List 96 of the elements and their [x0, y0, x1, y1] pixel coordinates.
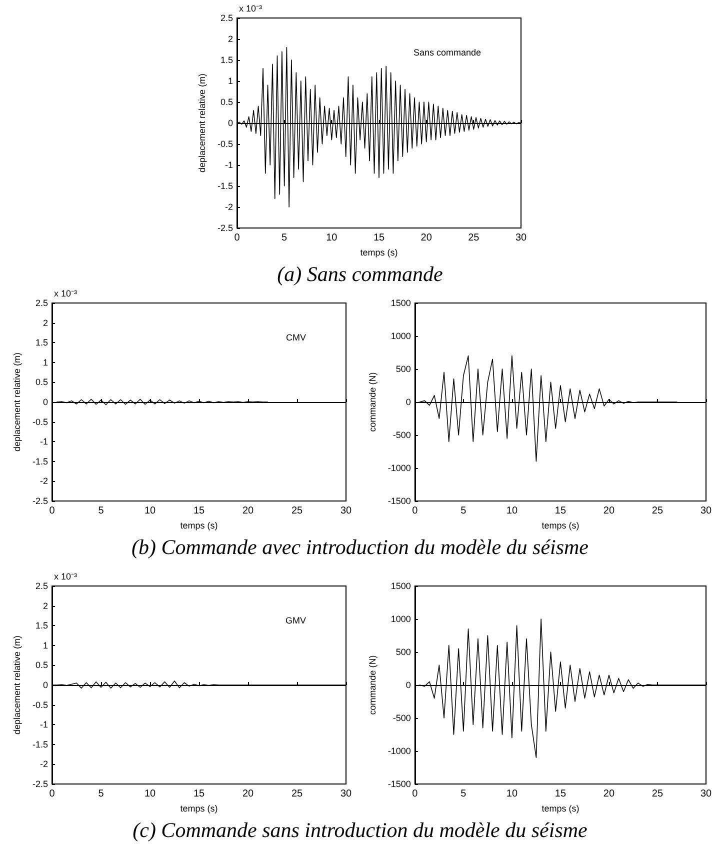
y-tick-label: -1.5 [32, 739, 48, 750]
y-axis-title: deplacement relative (m) [197, 73, 208, 173]
x-tick-label: 10 [506, 506, 518, 516]
y-tick-label: -0.5 [217, 139, 233, 149]
y-tick-label: -1 [40, 720, 48, 730]
x-tick-label: 20 [603, 506, 615, 516]
y-tick-label: 0.5 [35, 660, 48, 670]
annotation: CMV [286, 332, 306, 342]
x-tick-label: 30 [515, 232, 527, 244]
x-tick-label: 15 [554, 506, 566, 516]
x-tick-label: 5 [460, 788, 467, 800]
y-tick-label: 2 [42, 318, 48, 328]
y-axis-title: commande (N) [368, 655, 378, 715]
x-tick-label: 10 [506, 788, 518, 800]
x-tick-label: 25 [468, 232, 480, 244]
x-tick-label: 25 [652, 506, 664, 516]
y-tick-label: 1.5 [220, 55, 233, 65]
y-tick-label: 2 [228, 34, 233, 44]
text: x 10⁻³ [239, 4, 262, 14]
y-tick-label: 2.5 [35, 298, 48, 308]
x-tick-label: 5 [282, 232, 288, 244]
y-tick-label: -2 [40, 759, 48, 770]
y-tick-label: 0 [42, 397, 48, 407]
y-tick-label: 1 [228, 76, 233, 86]
x-axis-title: temps (s) [542, 520, 580, 530]
y-tick-label: 1000 [390, 614, 411, 624]
y-tick-label: 0 [406, 397, 411, 407]
text: (c) Commande sans introduction du modèle du séisme [132, 818, 588, 842]
y-tick-label: -500 [392, 430, 411, 440]
x-tick-label: 15 [193, 788, 205, 800]
y-tick-label: -1.5 [217, 181, 233, 191]
x-tick-label: 10 [144, 506, 156, 516]
x-tick-label: 20 [242, 788, 254, 800]
y-tick-label: 0 [228, 118, 233, 128]
annotation: Sans commande [413, 48, 482, 58]
y-tick-label: 0.5 [35, 377, 48, 388]
x-tick-label: 5 [98, 506, 104, 516]
y-tick-label: -500 [392, 713, 411, 723]
y-tick-label: 1000 [390, 331, 411, 341]
y-tick-label: 0 [406, 680, 411, 690]
y-tick-label: -2.5 [217, 223, 233, 233]
y-tick-label: -2.5 [32, 496, 48, 506]
y-tick-label: -1 [224, 160, 233, 170]
y-tick-label: -2.5 [32, 779, 48, 789]
x-tick-label: 30 [700, 506, 712, 516]
x-tick-label: 15 [554, 788, 566, 800]
text: (a) Sans commande [276, 262, 444, 286]
x-tick-label: 10 [326, 232, 338, 244]
y-tick-label: 0 [42, 680, 48, 690]
y-tick-label: 2 [42, 600, 48, 611]
y-tick-label: 2.5 [220, 13, 233, 23]
x-axis-title: temps (s) [180, 520, 218, 530]
y-tick-label: 1500 [390, 298, 411, 308]
y-tick-label: 0.5 [220, 97, 233, 107]
y-tick-label: -1500 [388, 779, 411, 789]
x-tick-label: 25 [291, 788, 303, 800]
x-tick-label: 15 [193, 506, 205, 516]
x-tick-label: 5 [460, 506, 467, 516]
x-tick-label: 10 [144, 788, 156, 800]
y-tick-label: 500 [396, 647, 411, 657]
x-axis-title: temps (s) [542, 804, 580, 814]
x-tick-label: 30 [340, 506, 352, 516]
y-tick-label: 1 [42, 357, 48, 368]
text: (b) Commande avec introduction du modèle du séisme [130, 535, 590, 559]
y-tick-label: 1500 [390, 581, 411, 591]
y-tick-label: 1.5 [35, 620, 48, 631]
x-tick-label: 5 [98, 788, 104, 800]
x-tick-label: 20 [420, 232, 432, 244]
y-tick-label: -2 [224, 202, 233, 212]
x-tick-label: 30 [700, 788, 712, 800]
y-tick-label: 1.5 [35, 338, 48, 348]
y-tick-label: 1 [42, 640, 48, 650]
y-tick-label: -1500 [388, 496, 411, 506]
annotation: GMV [286, 616, 306, 626]
x-tick-label: 25 [652, 788, 664, 800]
y-tick-label: 2.5 [35, 581, 48, 591]
text: x 10⁻³ [54, 288, 78, 298]
y-tick-label: -1 [40, 436, 48, 447]
x-axis-title: temps (s) [360, 248, 398, 258]
y-tick-label: -1000 [388, 746, 411, 756]
y-axis-title: deplacement relative (m) [12, 635, 22, 735]
x-tick-label: 15 [373, 232, 385, 244]
y-axis-title: commande (N) [368, 372, 378, 432]
x-tick-label: 20 [603, 788, 615, 800]
y-axis-title: deplacement relative (m) [12, 352, 22, 452]
x-tick-label: 30 [340, 788, 352, 800]
y-tick-label: 500 [396, 364, 411, 374]
x-axis-title: temps (s) [180, 804, 218, 814]
x-tick-label: 20 [242, 506, 254, 516]
y-tick-label: -2 [40, 476, 48, 486]
y-tick-label: -0.5 [32, 700, 48, 710]
y-tick-label: -1000 [388, 463, 411, 473]
y-tick-label: -1.5 [32, 456, 48, 466]
y-tick-label: -0.5 [32, 416, 48, 427]
text: x 10⁻³ [54, 572, 78, 582]
x-tick-label: 25 [291, 506, 303, 516]
